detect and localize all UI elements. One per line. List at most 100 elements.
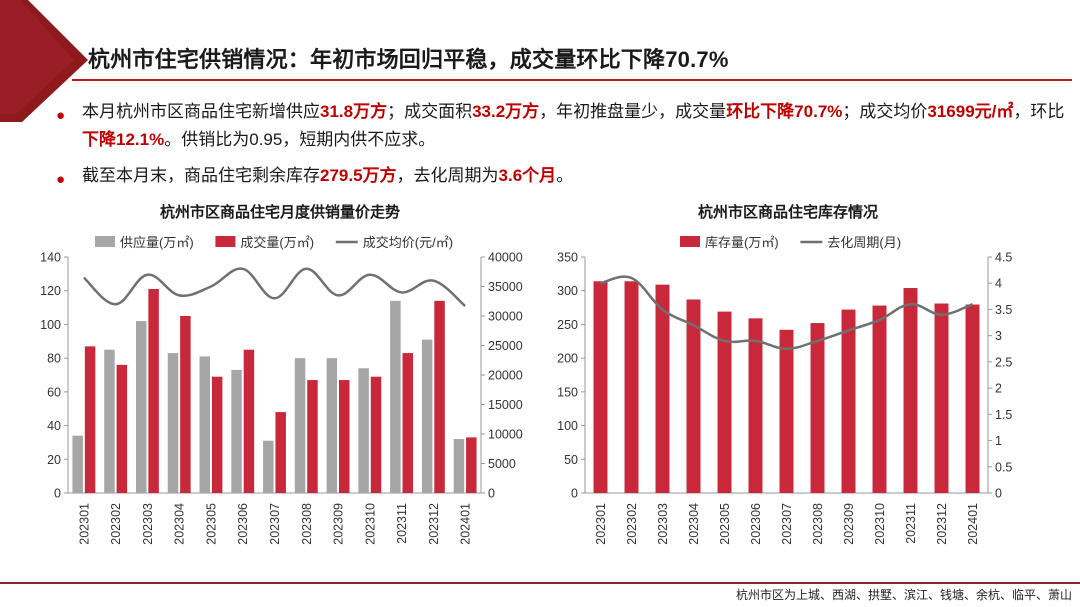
- x-tick-label: 202307: [268, 503, 282, 545]
- y-tick-label-right: 25000: [488, 339, 523, 353]
- x-tick-label: 202401: [459, 503, 473, 545]
- x-tick-label: 202306: [749, 503, 763, 545]
- highlight-supply: 31.8万方: [320, 102, 388, 121]
- y-tick-label-right: 20000: [488, 369, 523, 383]
- bar: [421, 339, 433, 493]
- x-tick-label: 202302: [109, 503, 123, 545]
- legend-label: 去化周期(月): [827, 235, 901, 250]
- y-tick-label-left: 150: [557, 385, 578, 399]
- y-tick-label-left: 350: [557, 251, 578, 265]
- x-tick-label: 202308: [300, 503, 314, 545]
- text-segment: 截至本月末，商品住宅剩余库存: [82, 166, 320, 185]
- bar: [370, 376, 382, 493]
- text-segment: 。供销比为0.95，短期内供不应求。: [164, 130, 436, 149]
- y-tick-label-left: 100: [557, 419, 578, 433]
- x-tick-label: 202302: [625, 503, 639, 545]
- legend-bar-swatch: [680, 236, 700, 247]
- x-tick-label: 202310: [363, 503, 377, 545]
- y-tick-label-left: 0: [54, 487, 61, 501]
- x-tick-label: 202303: [141, 503, 155, 545]
- x-tick-label: 202309: [842, 503, 856, 545]
- bar: [593, 281, 608, 493]
- legend-label: 成交均价(元/㎡): [363, 235, 453, 250]
- text-segment: 本月杭州市区商品住宅新增供应: [82, 102, 320, 121]
- chart-title: 杭州市区商品住宅库存情况: [698, 203, 878, 221]
- bar: [748, 318, 763, 493]
- bar: [338, 380, 350, 493]
- bar: [116, 364, 128, 493]
- x-tick-label: 202306: [236, 503, 250, 545]
- bar: [934, 303, 949, 493]
- bar: [872, 305, 887, 493]
- y-tick-label-right: 0: [488, 487, 495, 501]
- y-tick-label-left: 0: [571, 487, 578, 501]
- y-tick-label-right: 1: [995, 434, 1002, 448]
- x-tick-label: 202311: [395, 503, 409, 544]
- x-tick-label: 202310: [873, 503, 887, 545]
- legend-bar-swatch: [95, 236, 115, 247]
- series-line: [83, 267, 466, 307]
- text-segment: ，去化周期为: [396, 166, 499, 185]
- legend-label: 供应量(万㎡): [120, 235, 194, 250]
- bar: [307, 380, 318, 493]
- highlight-avg-price: 31699元/㎡: [927, 102, 1014, 121]
- bar: [453, 439, 465, 493]
- bar: [810, 323, 825, 493]
- x-tick-label: 202305: [204, 503, 218, 545]
- bar: [211, 376, 223, 493]
- bullet-inventory: ● 截至本月末，商品住宅剩余库存279.5万方，去化周期为3.6个月。: [56, 162, 1066, 190]
- x-tick-label: 202307: [780, 503, 794, 545]
- x-tick-label: 202301: [77, 503, 91, 545]
- y-tick-label-right: 0: [995, 487, 1002, 501]
- bar: [294, 358, 306, 493]
- bar: [624, 281, 639, 493]
- legend-label: 成交量(万㎡): [240, 235, 314, 250]
- bar: [358, 368, 369, 493]
- y-tick-label-right: 3: [995, 329, 1002, 343]
- highlight-mom-change: 环比下降70.7%: [726, 102, 843, 121]
- bar: [275, 412, 286, 493]
- y-tick-label-left: 50: [564, 453, 578, 467]
- footer-note: 杭州市区为上城、西湖、拱墅、滨江、钱塘、余杭、临平、萧山: [735, 588, 1072, 602]
- bar: [263, 440, 274, 493]
- text-segment: ；成交均价: [842, 102, 928, 121]
- y-tick-label-right: 1.5: [995, 408, 1012, 422]
- bar: [84, 346, 96, 493]
- x-tick-label: 202304: [173, 503, 187, 545]
- title-underline: [72, 79, 1072, 81]
- x-tick-label: 202303: [656, 503, 670, 545]
- bar: [965, 304, 980, 493]
- highlight-price-change: 下降12.1%: [82, 130, 165, 149]
- y-tick-label-left: 60: [47, 385, 61, 399]
- highlight-deal-area: 33.2万方: [472, 102, 540, 121]
- bar: [466, 437, 477, 493]
- page-title: 杭州市住宅供销情况：年初市场回归平稳，成交量环比下降70.7%: [88, 47, 729, 72]
- bullet-dot-icon: ●: [56, 171, 66, 188]
- legend-label: 库存量(万㎡): [705, 235, 779, 250]
- x-tick-label: 202311: [904, 503, 918, 544]
- x-tick-label: 202309: [332, 503, 346, 545]
- text-segment: ，年初推盘量少，成交量: [539, 102, 727, 121]
- y-tick-label-right: 35000: [488, 280, 523, 294]
- y-tick-label-right: 30000: [488, 310, 523, 324]
- x-tick-label: 202312: [427, 503, 441, 545]
- bar: [243, 349, 255, 493]
- text-segment: 。: [556, 166, 574, 185]
- y-tick-label-right: 2.5: [995, 355, 1012, 369]
- highlight-cycle: 3.6个月: [498, 166, 557, 185]
- footer-divider: [0, 582, 1080, 584]
- y-tick-label-left: 140: [40, 251, 61, 265]
- bar: [686, 299, 701, 493]
- bar: [180, 316, 191, 493]
- bar: [135, 321, 147, 493]
- bar: [231, 369, 242, 493]
- legend-bar-swatch: [215, 236, 236, 247]
- bar: [434, 300, 445, 493]
- y-tick-label-left: 250: [557, 318, 578, 332]
- y-tick-label-left: 40: [47, 419, 61, 433]
- y-tick-label-left: 200: [557, 352, 578, 366]
- x-tick-label: 202308: [811, 503, 825, 545]
- bar: [104, 349, 115, 493]
